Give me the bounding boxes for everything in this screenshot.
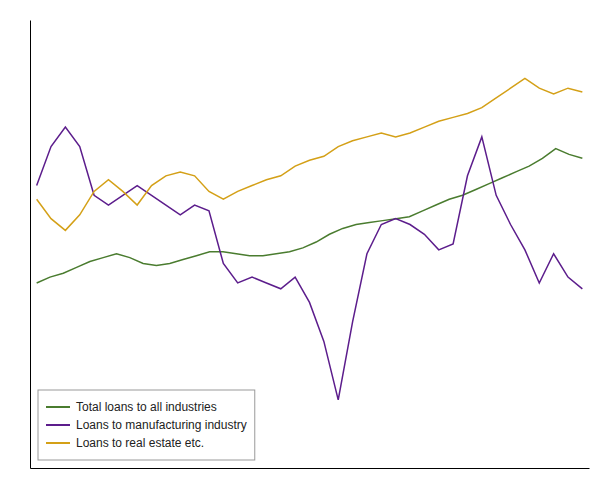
- y-axis-line: [30, 21, 31, 469]
- legend-swatch: [46, 442, 70, 444]
- legend-swatch: [46, 406, 70, 408]
- legend-label: Loans to manufacturing industry: [76, 418, 247, 432]
- x-axis-line: [31, 468, 590, 469]
- plot: Total loans to all industries Loans to ma…: [31, 21, 590, 469]
- legend-label: Total loans to all industries: [76, 400, 217, 414]
- series-line: [37, 149, 583, 283]
- legend-swatch: [46, 424, 70, 426]
- series-line: [37, 127, 583, 400]
- legend: Total loans to all industries Loans to ma…: [38, 390, 255, 460]
- legend-label: Loans to real estate etc.: [76, 436, 204, 450]
- chart: Total loans to all industries Loans to ma…: [0, 0, 609, 488]
- legend-box: [38, 390, 255, 460]
- y-axis: [30, 21, 31, 469]
- lines: [37, 78, 583, 399]
- series-line: [37, 78, 583, 230]
- x-axis: [31, 468, 590, 469]
